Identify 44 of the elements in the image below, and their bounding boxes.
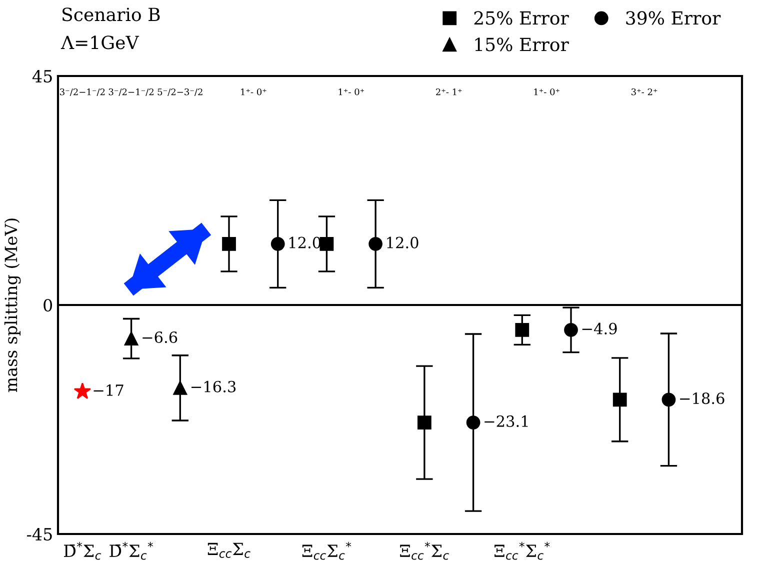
chart-title: Scenario B [62,8,160,22]
x-tick-label: Ξ$_{cc}$$^{*}$Σ$_{c}$ [400,542,449,560]
annotation: 1⁺- 0⁺ [241,88,266,96]
point [222,236,236,251]
point [466,416,480,430]
data-label: −17 [94,384,124,396]
point [124,332,138,346]
y-tick-label: -45 [27,528,52,541]
point [368,236,383,251]
chart-subtitle: Λ=1GeV [60,36,140,50]
point [320,236,334,251]
annotation: 1⁺- 0⁺ [534,88,560,96]
data-label: −18.6 [680,392,724,404]
annotation: 5⁻/2−3⁻/2 [158,88,202,96]
data-label: 12.0 [289,236,321,248]
x-tick-label: Ξ$_{cc}$Σ$_{c}$$^{*}$ [302,542,352,560]
x-tick-label: Ξ$_{cc}$$^{*}$Σ$_{c}$$^{*}$ [494,542,550,560]
point [417,416,432,430]
data-label: −4.9 [582,322,617,334]
x-tick-label: D̄$^{*}$Σ$_{c}$ [64,542,102,560]
point [515,322,530,337]
annotation: 1⁺- 0⁺ [338,88,364,96]
y-axis-title: mass splitting (MeV) [4,218,21,392]
point [270,236,285,251]
legend-label: 25% Error [474,11,569,25]
annotation: 3⁻/2−1⁻/2 [60,88,105,96]
y-tick-label: 45 [32,70,52,83]
legend-label: 39% Error [626,11,721,25]
annotation: 2⁺- 1⁺ [436,88,462,96]
point [173,381,188,395]
data-label: −23.1 [484,415,528,427]
y-tick-label: 0 [44,298,52,312]
data-label: −6.6 [142,331,178,344]
point [662,392,676,407]
annotation: 3⁻/2−1⁻/2 [108,88,154,96]
point [74,382,92,399]
x-tick-label: D̄$^{*}$Σ$_{c}$$^{*}$ [110,542,153,560]
data-label: −16.3 [191,380,236,392]
data-label: 12.0 [387,236,418,248]
point [612,392,627,407]
annotation: 3⁺- 2⁺ [632,88,658,96]
legend-label: 15% Error [475,38,569,52]
x-tick-label: Ξ$_{cc}$Σ$_{c}$ [208,542,250,558]
point [564,322,578,337]
